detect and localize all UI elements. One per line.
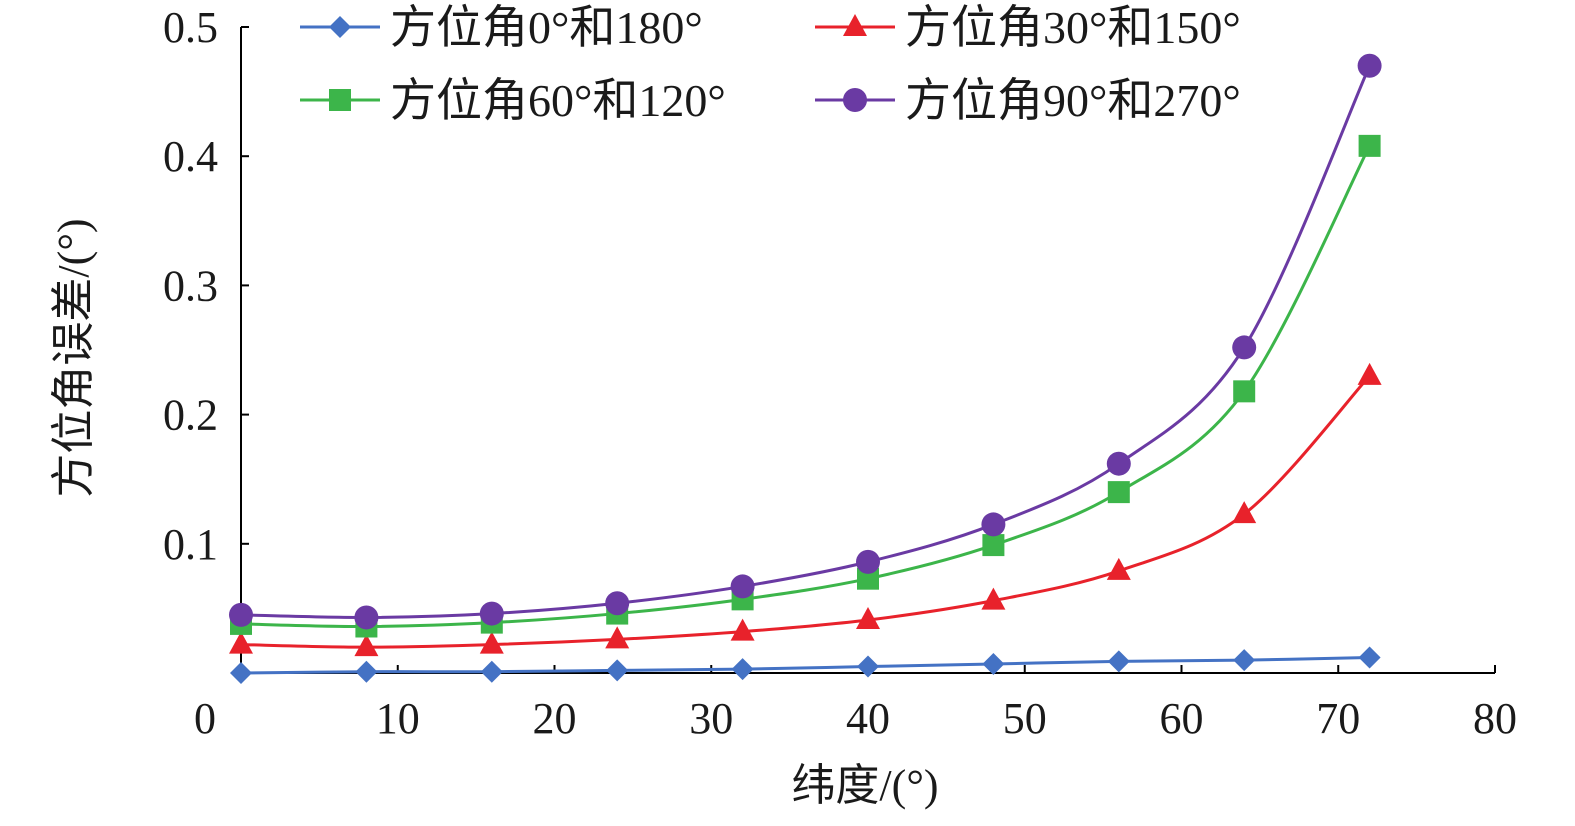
legend-item: 方位角90°和270° — [815, 75, 1241, 126]
data-point-circle — [605, 591, 630, 616]
data-point-triangle — [730, 618, 755, 641]
data-point-circle — [1232, 335, 1257, 360]
x-tick-label: 30 — [689, 694, 733, 743]
data-point-triangle — [981, 587, 1006, 610]
legend: 方位角0°和180° 方位角30°和150° 方位角60°和120° 方位角90°和2… — [300, 2, 1241, 126]
y-axis-label: 方位角误差/(°) — [49, 218, 98, 497]
data-point-square — [329, 89, 351, 111]
series-triangle — [229, 362, 1382, 657]
x-axis-label: 纬度/(°) — [791, 761, 938, 810]
x-tick-label: 70 — [1316, 694, 1360, 743]
series-circle — [229, 53, 1382, 630]
series-line — [240, 65, 1371, 619]
legend-label: 方位角0°和180° — [390, 2, 703, 53]
data-point-diamond — [1233, 649, 1256, 672]
data-point-circle — [730, 574, 755, 599]
data-point-square — [982, 534, 1005, 557]
x-tick-label: 50 — [1003, 694, 1047, 743]
series-line — [240, 655, 1370, 675]
data-point-triangle — [605, 626, 630, 649]
y-tick-label: 0.4 — [163, 132, 218, 181]
series-layer — [229, 53, 1382, 684]
data-point-triangle — [479, 631, 504, 654]
x-tick-label: 20 — [533, 694, 577, 743]
data-point-diamond — [731, 658, 754, 681]
legend-label: 方位角30°和150° — [905, 2, 1241, 53]
data-point-square — [1358, 134, 1381, 157]
series-line — [240, 145, 1371, 628]
data-point-circle — [843, 88, 867, 112]
data-point-diamond — [480, 660, 503, 683]
data-point-diamond — [329, 16, 351, 38]
series-square — [230, 134, 1381, 638]
y-tick-label: 0.5 — [163, 3, 218, 52]
data-point-triangle — [1106, 557, 1131, 580]
data-point-diamond — [1358, 646, 1381, 669]
series-diamond — [230, 646, 1381, 684]
x-tick-label: 80 — [1473, 694, 1517, 743]
legend-label: 方位角60°和120° — [390, 75, 726, 126]
data-point-circle — [856, 549, 880, 574]
data-point-circle — [981, 512, 1006, 537]
data-point-circle — [1357, 53, 1382, 78]
data-point-circle — [479, 601, 504, 626]
legend-label: 方位角90°和270° — [905, 75, 1241, 126]
legend-item: 方位角0°和180° — [300, 2, 703, 53]
data-point-circle — [1106, 451, 1131, 476]
y-tick-label: 0.2 — [163, 391, 218, 440]
data-point-square — [857, 567, 879, 590]
data-point-diamond — [230, 662, 252, 684]
data-point-diamond — [606, 659, 629, 682]
data-point-diamond — [982, 652, 1005, 675]
x-tick-label: 40 — [846, 694, 890, 743]
y-tick-label: 0.1 — [163, 520, 218, 569]
x-tick-label: 60 — [1160, 694, 1204, 743]
legend-item: 方位角60°和120° — [300, 75, 726, 126]
data-point-triangle — [1357, 362, 1382, 385]
data-point-triangle — [1232, 501, 1257, 524]
data-point-diamond — [1107, 650, 1130, 673]
x-tick-label: 0 — [194, 694, 216, 743]
data-point-triangle — [354, 634, 379, 657]
data-point-triangle — [229, 631, 253, 654]
data-point-triangle — [856, 607, 880, 630]
data-point-triangle — [843, 14, 867, 36]
legend-item: 方位角30°和150° — [815, 2, 1241, 53]
data-point-square — [1233, 380, 1256, 403]
axes: 0 10 20 30 40 50 60 70 80 0.1 0.2 0.3 0.4 0.5 — [163, 3, 1517, 743]
data-point-diamond — [355, 660, 378, 683]
data-point-circle — [229, 602, 253, 627]
series-line — [240, 374, 1371, 649]
y-tick-label: 0.3 — [163, 261, 218, 310]
data-point-square — [1107, 481, 1130, 504]
x-tick-label: 10 — [376, 694, 420, 743]
data-point-circle — [354, 605, 379, 630]
data-point-diamond — [857, 655, 879, 678]
